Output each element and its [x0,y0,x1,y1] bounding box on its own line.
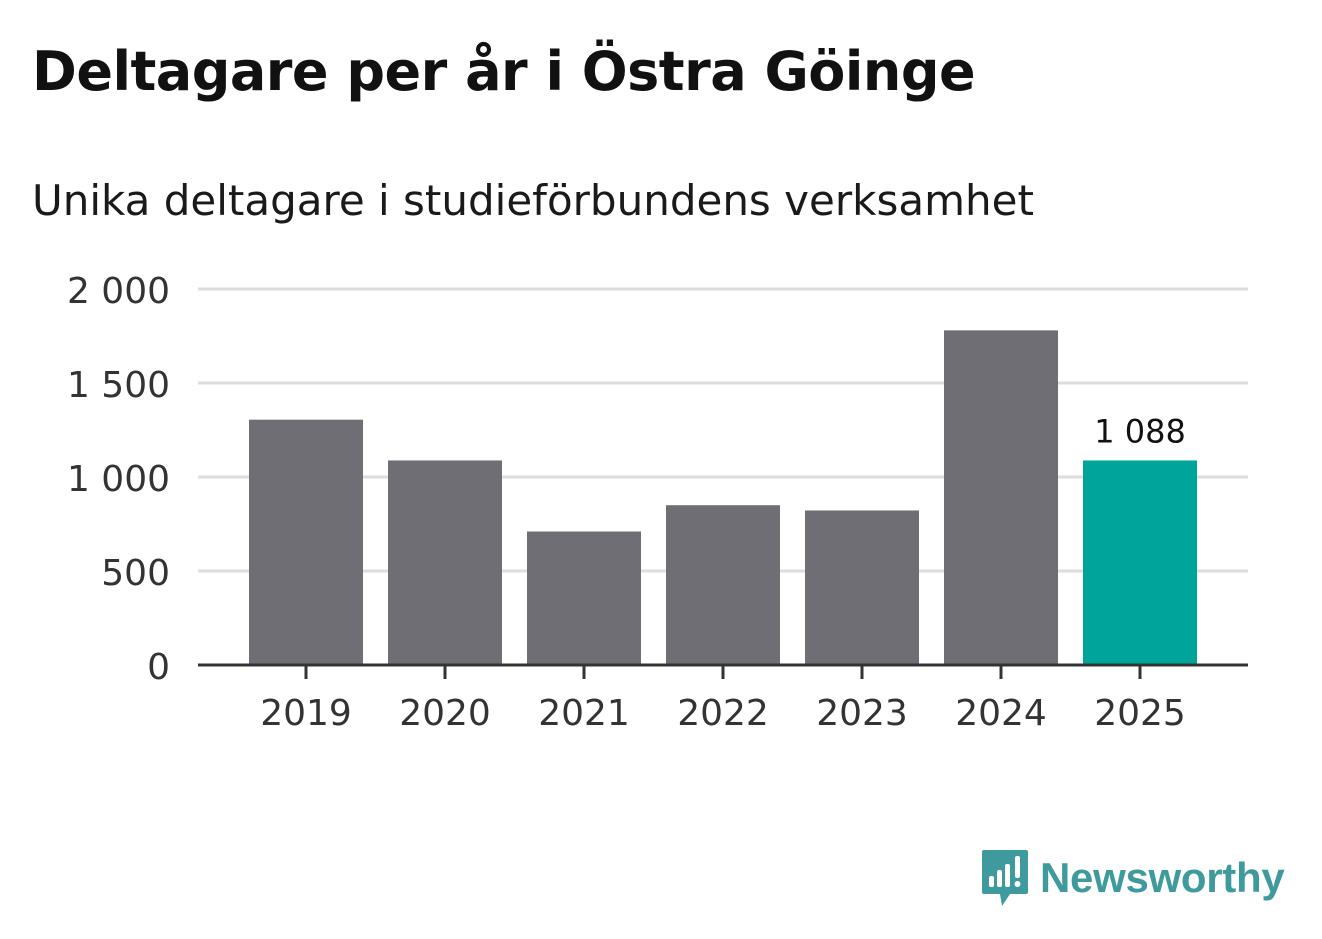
bar-2024 [944,330,1058,665]
bar-2023 [805,510,919,665]
y-tick-label: 1 000 [67,459,170,500]
x-tick-label: 2022 [677,693,769,734]
y-tick-label: 0 [147,647,170,688]
newsworthy-logo-icon [982,850,1028,906]
y-tick-label: 2 000 [67,271,170,312]
x-tick-label: 2025 [1094,693,1186,734]
chart-subtitle: Unika deltagare i studieförbundens verks… [32,176,1034,225]
data-label: 1 088 [1094,412,1186,450]
y-tick-label: 500 [101,553,170,594]
newsworthy-logo: Newsworthy [980,848,1285,908]
brand-name: Newsworthy [1040,854,1285,901]
x-tick-label: 2024 [955,693,1047,734]
x-tick-label: 2019 [260,693,352,734]
x-tick-label: 2023 [816,693,908,734]
bar-2022 [666,505,780,665]
x-tick-label: 2020 [399,693,491,734]
chart-title: Deltagare per år i Östra Göinge [32,40,976,103]
bar-2025 [1083,460,1197,665]
x-tick-label: 2021 [538,693,630,734]
y-tick-label: 1 500 [67,365,170,406]
bar-2021 [527,531,641,665]
bar-2019 [249,419,363,665]
bar-2020 [388,460,502,665]
